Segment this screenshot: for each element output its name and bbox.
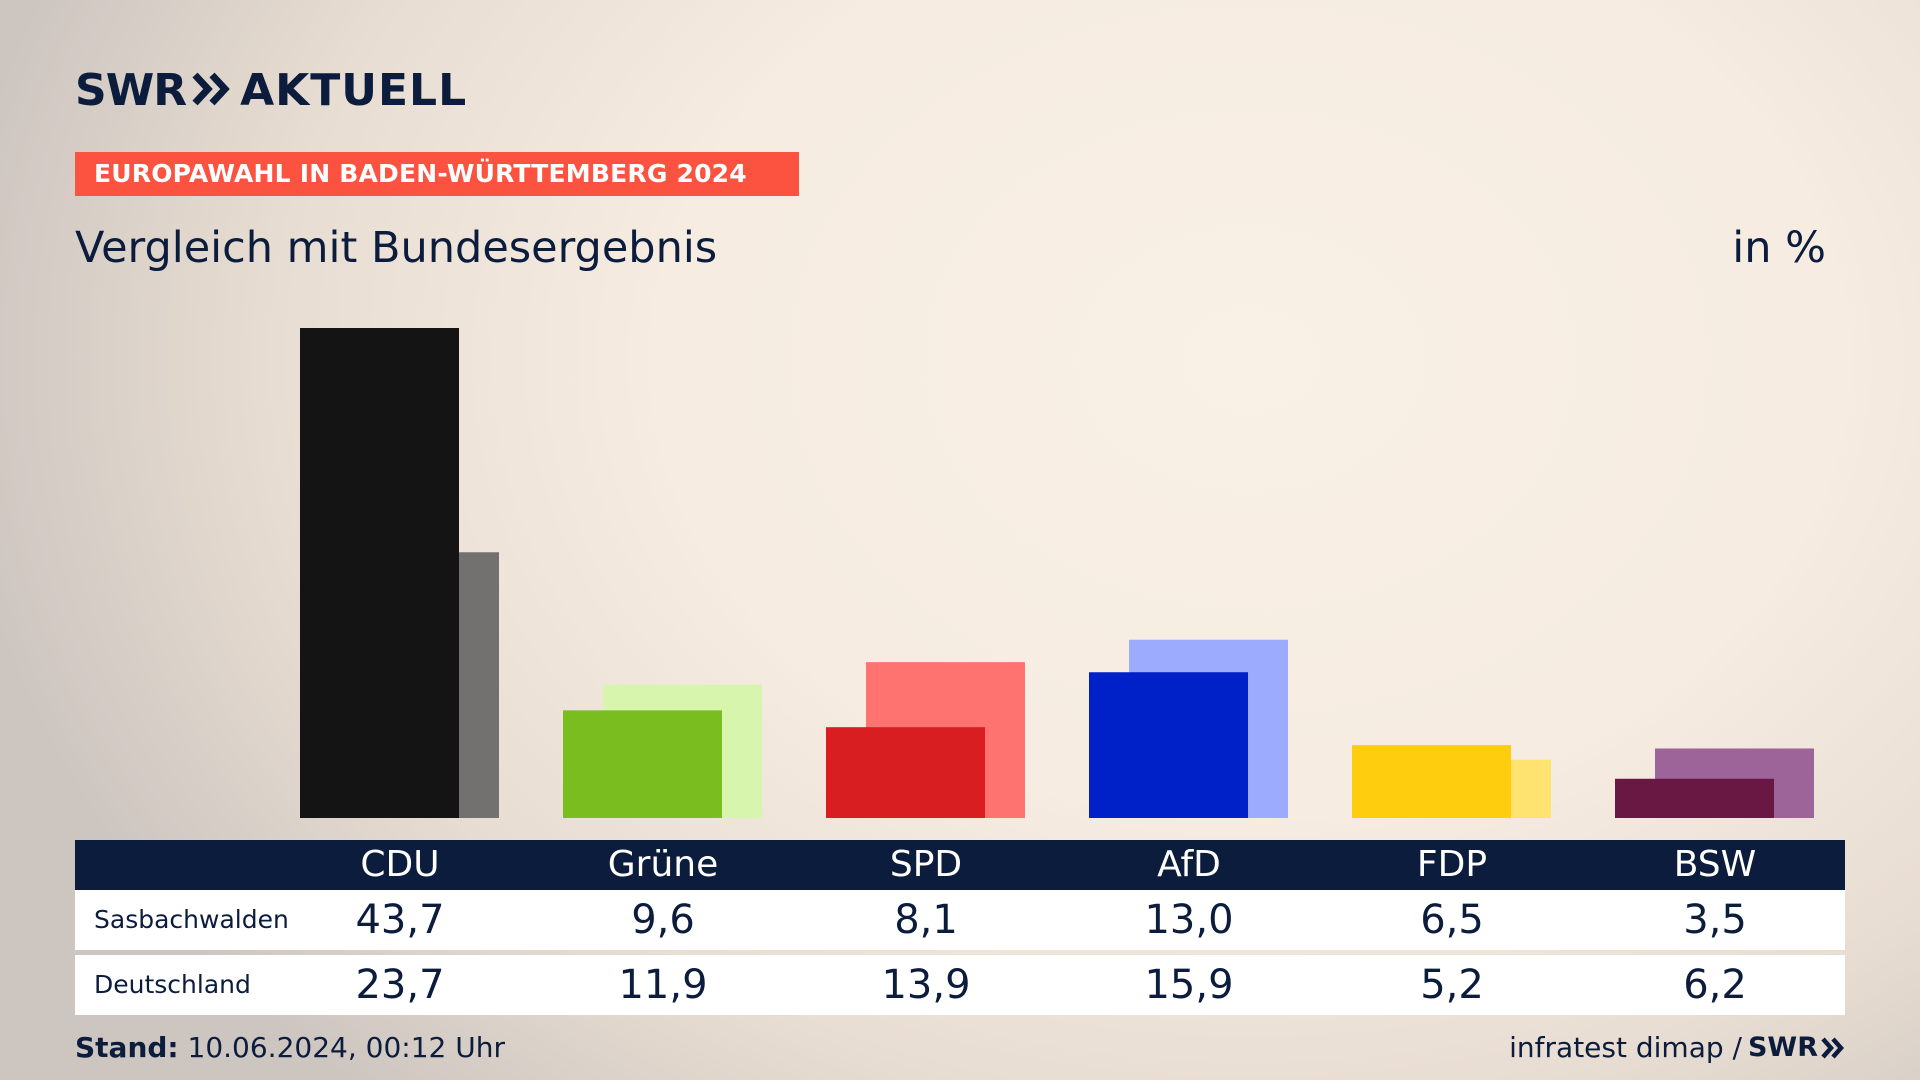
unit-label: in %: [1732, 223, 1826, 273]
party-label-bsw: BSW: [1673, 844, 1757, 885]
party-label-grüne: Grüne: [607, 844, 719, 885]
value-sasbachwalden-fdp: 6,5: [1420, 897, 1484, 943]
election-banner: EUROPAWAHL IN BADEN-WÜRTTEMBERG 2024: [75, 152, 799, 196]
table-row-deutschland: Deutschland: [75, 955, 1845, 1015]
timestamp: Stand: 10.06.2024, 00:12 Uhr: [75, 1030, 505, 1066]
stand-label: Stand:: [75, 1031, 179, 1064]
bar-sasbachwalden-cdu: [300, 328, 459, 818]
value-sasbachwalden-grüne: 9,6: [631, 897, 695, 943]
bar-sasbachwalden-grüne: [563, 710, 722, 818]
logo-aktuell-text: AKTUELL: [240, 65, 468, 116]
value-deutschland-bsw: 6,2: [1683, 962, 1747, 1008]
row-label-deutschland: Deutschland: [94, 970, 251, 999]
value-deutschland-afd: 15,9: [1144, 962, 1234, 1008]
double-chevron-icon: [192, 72, 232, 110]
bar-chart: [300, 328, 1814, 818]
source-credit: infratest dimap / SWR: [1509, 1030, 1845, 1066]
chart-title: Vergleich mit Bundesergebnis: [75, 223, 718, 273]
stand-value: 10.06.2024, 00:12 Uhr: [178, 1031, 505, 1064]
party-label-spd: SPD: [889, 844, 963, 885]
swr-aktuell-logo: SWR AKTUELL: [75, 66, 467, 116]
bar-sasbachwalden-afd: [1089, 672, 1248, 818]
row-label-sasbachwalden: Sasbachwalden: [94, 905, 289, 934]
party-label-afd: AfD: [1157, 844, 1221, 885]
party-label-cdu: CDU: [360, 844, 440, 885]
party-label-fdp: FDP: [1416, 844, 1488, 885]
value-deutschland-cdu: 23,7: [355, 962, 445, 1008]
logo-swr-text: SWR: [75, 65, 187, 116]
value-sasbachwalden-spd: 8,1: [894, 897, 958, 943]
source-text: infratest dimap /: [1509, 1031, 1742, 1064]
value-sasbachwalden-cdu: 43,7: [355, 897, 445, 943]
value-sasbachwalden-afd: 13,0: [1144, 897, 1234, 943]
value-deutschland-fdp: 5,2: [1420, 962, 1484, 1008]
bar-sasbachwalden-bsw: [1615, 778, 1774, 818]
bar-sasbachwalden-spd: [826, 727, 985, 818]
value-sasbachwalden-bsw: 3,5: [1683, 897, 1747, 943]
small-double-chevron-icon: [1821, 1037, 1845, 1059]
source-brand: SWR: [1747, 1032, 1818, 1063]
value-deutschland-spd: 13,9: [881, 962, 971, 1008]
bar-sasbachwalden-fdp: [1352, 745, 1511, 818]
party-header-bar: [75, 840, 1845, 890]
value-deutschland-grüne: 11,9: [618, 962, 708, 1008]
table-row-sasbachwalden: Sasbachwalden: [75, 890, 1845, 950]
